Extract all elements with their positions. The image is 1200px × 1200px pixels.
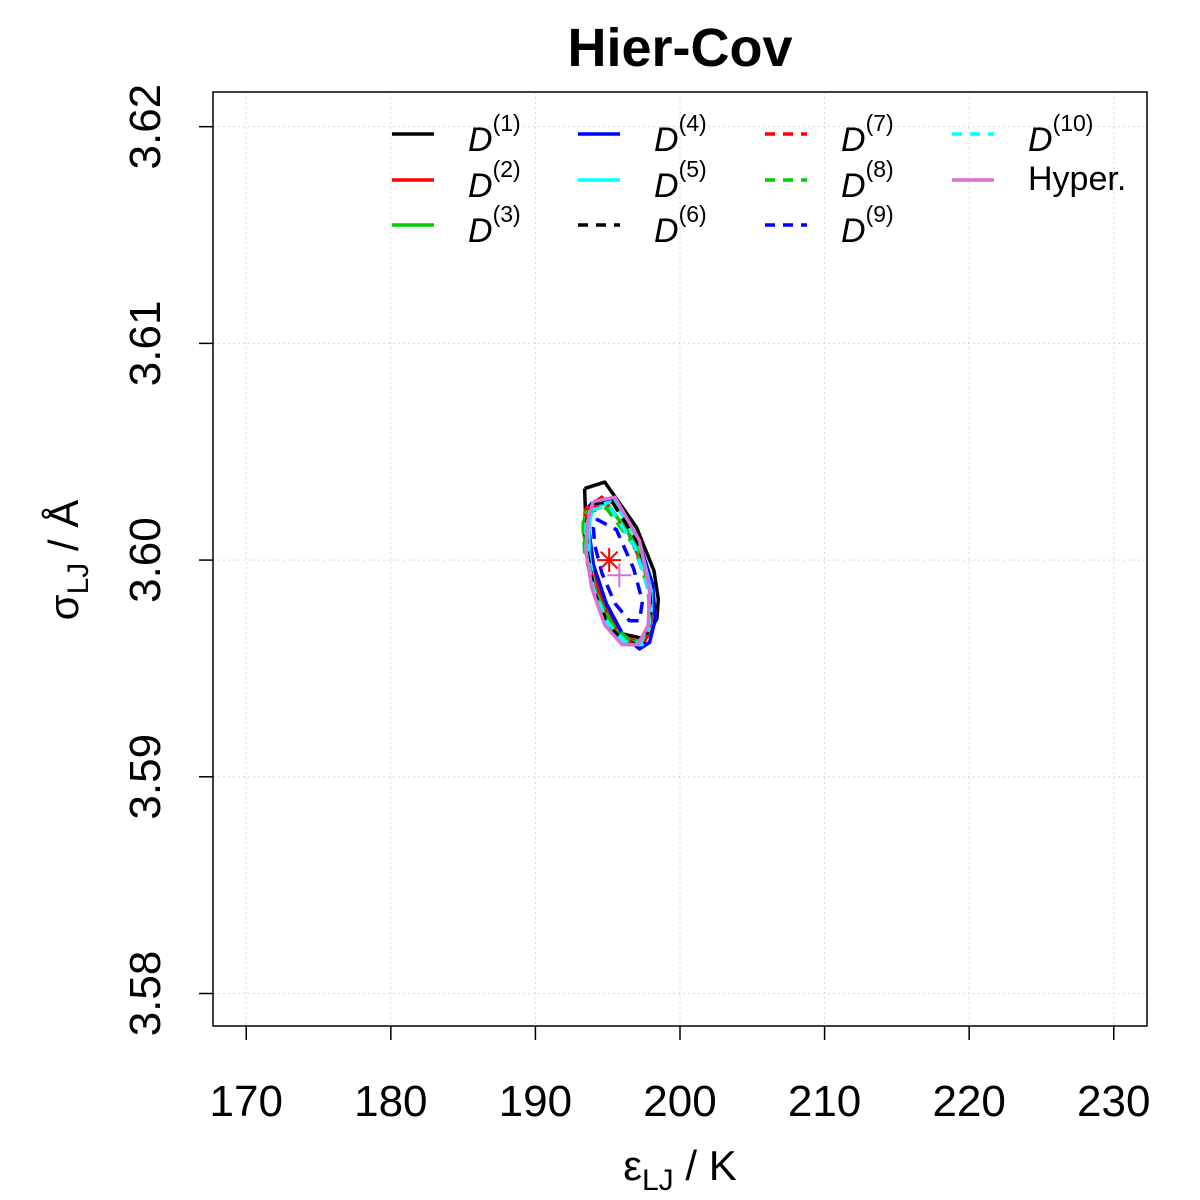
asterisk-marker bbox=[597, 548, 622, 573]
y-axis: 3.58 3.59 3.60 3.61 3.62 bbox=[121, 84, 213, 1036]
legend-label-base: D bbox=[1028, 121, 1053, 159]
legend-label-base: D bbox=[841, 121, 866, 159]
legend-label: D(6) bbox=[654, 201, 707, 250]
legend-label: Hyper. bbox=[1028, 160, 1126, 198]
legend-label-base: D bbox=[654, 167, 679, 205]
x-axis-label-subscript: LJ bbox=[642, 1164, 674, 1197]
legend-label-base: D bbox=[841, 212, 866, 250]
y-tick-label: 3.62 bbox=[121, 84, 170, 170]
legend-label-base: D bbox=[654, 121, 679, 159]
legend-label-superscript: (10) bbox=[1053, 110, 1094, 136]
legend-label-superscript: (4) bbox=[679, 110, 707, 136]
legend-label-superscript: (9) bbox=[866, 201, 894, 227]
legend-label-superscript: (3) bbox=[493, 201, 521, 227]
y-tick-label: 3.58 bbox=[121, 951, 170, 1037]
legend-item-10: D(10) bbox=[952, 110, 1093, 159]
legend-label: D(8) bbox=[841, 156, 894, 205]
grid-lines bbox=[213, 92, 1147, 1026]
legend-label-superscript: (1) bbox=[493, 110, 521, 136]
x-axis-label: εLJ / K bbox=[623, 1142, 736, 1197]
legend-label: D(1) bbox=[468, 110, 521, 159]
x-tick-label: 230 bbox=[1077, 1077, 1150, 1126]
legend-label: D(7) bbox=[841, 110, 894, 159]
legend-label-superscript: (7) bbox=[866, 110, 894, 136]
legend-item-4: D(4) bbox=[578, 110, 707, 159]
legend-item-5: D(5) bbox=[578, 156, 707, 205]
legend-item-9: D(9) bbox=[765, 201, 894, 250]
legend-item-3: D(3) bbox=[392, 201, 521, 250]
legend-label-base: D bbox=[654, 212, 679, 250]
legend-label: D(10) bbox=[1028, 110, 1093, 159]
legend: D(1)D(2)D(3)D(4)D(5)D(6)D(7)D(8)D(9)D(10… bbox=[392, 110, 1126, 250]
legend-label-superscript: (8) bbox=[866, 156, 894, 182]
x-tick-label: 200 bbox=[643, 1077, 716, 1126]
x-tick-label: 190 bbox=[499, 1077, 572, 1126]
legend-label-base: D bbox=[468, 121, 493, 159]
x-axis: 170 180 190 200 210 220 230 bbox=[210, 1026, 1150, 1126]
x-tick-label: 220 bbox=[932, 1077, 1005, 1126]
legend-label: D(5) bbox=[654, 156, 707, 205]
legend-label: D(4) bbox=[654, 110, 707, 159]
series-group bbox=[581, 480, 661, 651]
legend-label-superscript: (2) bbox=[493, 156, 521, 182]
marker-stroke bbox=[600, 550, 619, 570]
y-axis-label-symbol: σ bbox=[40, 594, 87, 620]
legend-label-superscript: (5) bbox=[679, 156, 707, 182]
legend-label: D(2) bbox=[468, 156, 521, 205]
y-axis-label-subscript: LJ bbox=[62, 563, 95, 595]
legend-item-6: D(6) bbox=[578, 201, 707, 250]
x-tick-label: 210 bbox=[788, 1077, 861, 1126]
legend-label: D(9) bbox=[841, 201, 894, 250]
center-markers bbox=[597, 548, 632, 588]
legend-label-base: D bbox=[841, 167, 866, 205]
x-tick-label: 170 bbox=[210, 1077, 283, 1126]
y-axis-label-unit: / Å bbox=[40, 500, 87, 563]
y-tick-label: 3.59 bbox=[121, 734, 170, 820]
legend-label-base: D bbox=[468, 167, 493, 205]
legend-item-2: D(2) bbox=[392, 156, 521, 205]
chart-title: Hier-Cov bbox=[567, 18, 792, 78]
legend-item-1: D(1) bbox=[392, 110, 521, 159]
plus-marker bbox=[607, 563, 632, 588]
legend-item-7: D(7) bbox=[765, 110, 894, 159]
series-line-11 bbox=[584, 495, 652, 647]
legend-label-superscript: (6) bbox=[679, 201, 707, 227]
legend-item-8: D(8) bbox=[765, 156, 894, 205]
x-tick-label: 180 bbox=[354, 1077, 427, 1126]
y-tick-label: 3.60 bbox=[121, 517, 170, 603]
x-axis-label-unit: / K bbox=[674, 1142, 737, 1189]
x-axis-label-symbol: ε bbox=[623, 1142, 642, 1189]
legend-label-base: D bbox=[468, 212, 493, 250]
legend-label: D(3) bbox=[468, 201, 521, 250]
legend-item-11: Hyper. bbox=[952, 160, 1126, 198]
y-tick-label: 3.61 bbox=[121, 301, 170, 387]
y-axis-label: σLJ / Å bbox=[40, 500, 95, 621]
series-line-6 bbox=[584, 499, 653, 647]
series-line-9 bbox=[591, 517, 645, 623]
